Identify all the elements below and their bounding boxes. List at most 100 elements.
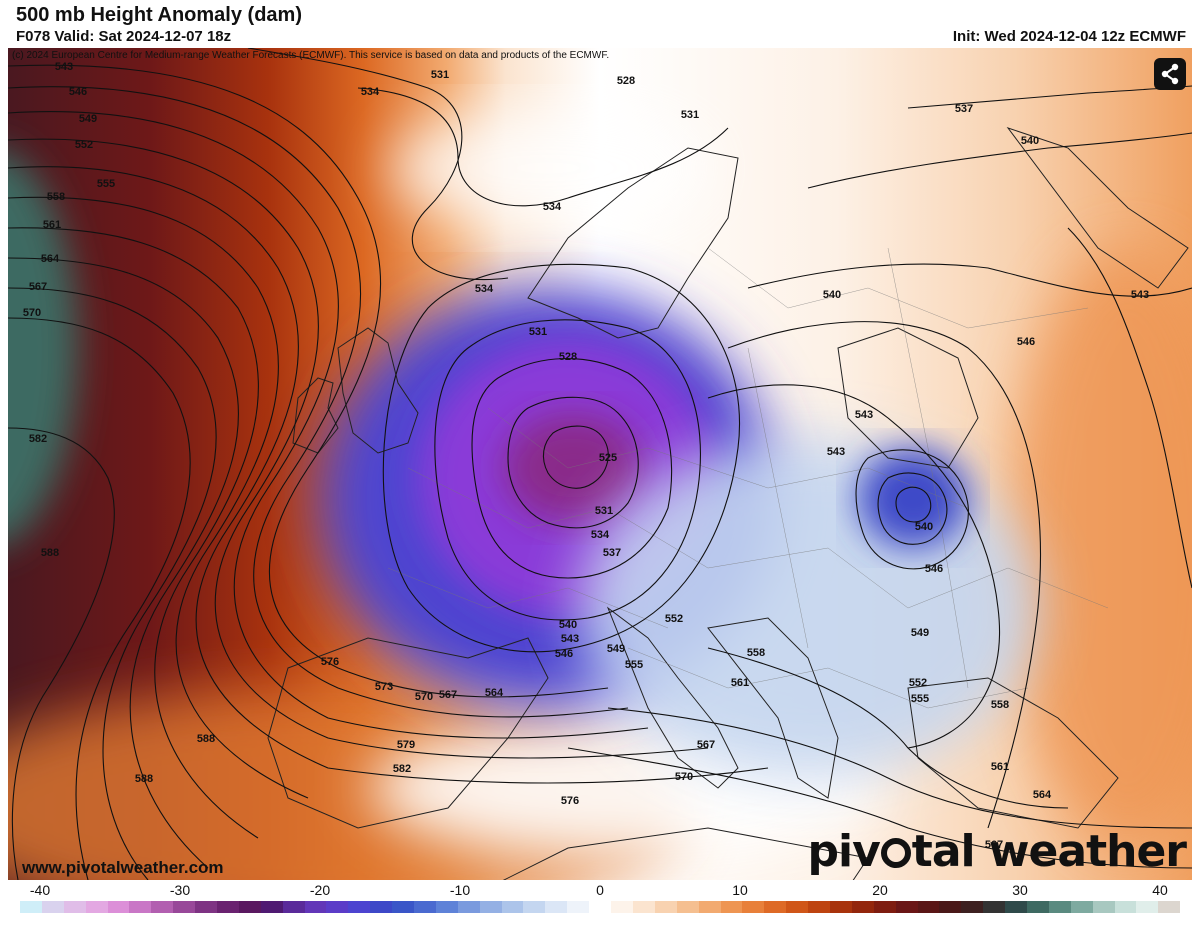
contour-label: 534: [543, 201, 562, 213]
colorbar-swatch: [961, 901, 984, 913]
colorbar-swatch: [523, 901, 546, 913]
colorbar-swatch: [41, 901, 64, 913]
colorbar-swatch: [326, 901, 349, 913]
contour-label: 588: [197, 733, 215, 745]
contour-label: 528: [559, 351, 577, 363]
borders: [387, 247, 1109, 709]
copyright-notice: (c) 2024 European Centre for Medium-rang…: [12, 50, 610, 61]
colorbar-tick-label: 30: [1012, 882, 1028, 898]
contour-label: 534: [361, 86, 380, 98]
colorbar-swatch: [786, 901, 809, 913]
colorbar-swatch: [698, 901, 721, 913]
contour-label: 546: [1017, 336, 1035, 348]
colorbar-swatch: [501, 901, 524, 913]
contour-label: 543: [1131, 289, 1149, 301]
colorbar-tick-label: 0: [596, 882, 604, 898]
contour-label: 564: [1033, 789, 1052, 801]
colorbar-swatches: [20, 901, 1181, 913]
colorbar-swatch: [107, 901, 130, 913]
colorbar-swatch: [720, 901, 743, 913]
colorbar-swatch: [1070, 901, 1093, 913]
logo-text-left: piv: [807, 826, 881, 877]
colorbar-tick-label: 40: [1152, 882, 1168, 898]
contour-label: 540: [559, 619, 577, 631]
contour-label: 531: [529, 326, 547, 338]
colorbar-tick-label: 10: [732, 882, 748, 898]
colorbar-swatch: [1092, 901, 1115, 913]
contour-label: 543: [55, 61, 73, 73]
contour-label: 534: [591, 529, 610, 541]
colorbar-tick-label: -20: [309, 882, 331, 898]
share-button[interactable]: [1154, 58, 1186, 90]
colorbar-swatch: [217, 901, 239, 913]
contour-label: 567: [985, 839, 1003, 851]
contour-label: 588: [135, 773, 153, 785]
contour-labels: 543 546 549 552 555 558 561 564 567 570 …: [23, 61, 1149, 851]
site-url[interactable]: www.pivotalweather.com: [22, 858, 224, 877]
colorbar-swatch: [85, 901, 108, 913]
colorbar-tick-label: -10: [449, 882, 471, 898]
colorbar-swatch: [195, 901, 218, 913]
contour-label: 531: [595, 505, 613, 517]
share-icon: [1161, 63, 1179, 85]
contour-label: 546: [69, 86, 87, 98]
contour-label: 549: [79, 113, 97, 125]
anomaly-map[interactable]: 543 546 549 552 555 558 561 564 567 570 …: [8, 48, 1192, 880]
colorbar-swatch: [282, 901, 305, 913]
contour-label: 588: [41, 547, 59, 559]
colorbar-swatch: [939, 901, 962, 913]
colorbar-swatch: [611, 901, 633, 913]
header: 500 mb Height Anomaly (dam) F078 Valid: …: [0, 0, 1200, 48]
contour-label: 558: [47, 191, 65, 203]
contour-label: 579: [397, 739, 415, 751]
contour-label: 555: [97, 178, 115, 190]
colorbar-swatch: [370, 901, 393, 913]
contour-label: 540: [1021, 135, 1039, 147]
height-contours: [8, 48, 1192, 880]
colorbar-swatch: [917, 901, 940, 913]
contour-label: 582: [29, 433, 47, 445]
colorbar-swatch: [829, 901, 852, 913]
contour-label: 561: [43, 219, 61, 231]
colorbar-tick-label: -30: [169, 882, 191, 898]
colorbar-swatch: [1114, 901, 1137, 913]
pivotal-weather-logo: piv tal weather: [807, 826, 1187, 877]
contour-label: 540: [823, 289, 841, 301]
contour-label: 552: [909, 677, 927, 689]
colorbar-swatch: [851, 901, 874, 913]
colorbar-tick-label: 20: [872, 882, 888, 898]
colorbar-swatch: [742, 901, 765, 913]
colorbar-swatch: [63, 901, 86, 913]
colorbar-swatch: [20, 901, 42, 913]
colorbar-swatch: [260, 901, 283, 913]
contour-label: 549: [911, 627, 929, 639]
contour-label: 582: [393, 763, 411, 775]
logo-text-right: tal weather: [911, 826, 1187, 877]
colorbar-swatch: [435, 901, 458, 913]
contour-label: 537: [955, 103, 973, 115]
contour-label: 552: [75, 139, 93, 151]
contour-label: 558: [991, 699, 1009, 711]
colorbar: -40 -30 -20 -10 0 10 20 30 40: [20, 882, 1181, 929]
colorbar-swatch: [129, 901, 152, 913]
colorbar-swatch: [895, 901, 918, 913]
colorbar-swatch: [1048, 901, 1071, 913]
contour-label: 561: [731, 677, 749, 689]
positive-anomaly-core: [8, 153, 78, 543]
colorbar-swatch: [414, 901, 436, 913]
colorbar-swatch: [545, 901, 568, 913]
contour-label: 546: [555, 648, 573, 660]
contour-label: 567: [439, 689, 457, 701]
map-title: 500 mb Height Anomaly (dam): [16, 4, 302, 26]
init-time: Init: Wed 2024-12-04 12z ECMWF: [952, 28, 1186, 45]
colorbar-swatch: [983, 901, 1006, 913]
colorbar-swatch: [567, 901, 590, 913]
colorbar-swatch: [632, 901, 655, 913]
contour-label: 537: [603, 547, 621, 559]
colorbar-swatch: [304, 901, 327, 913]
colorbar-swatch: [457, 901, 480, 913]
contour-label: 525: [599, 452, 617, 464]
contour-label: 567: [29, 281, 47, 293]
contour-label: 555: [625, 659, 643, 671]
contour-label: 558: [747, 647, 765, 659]
